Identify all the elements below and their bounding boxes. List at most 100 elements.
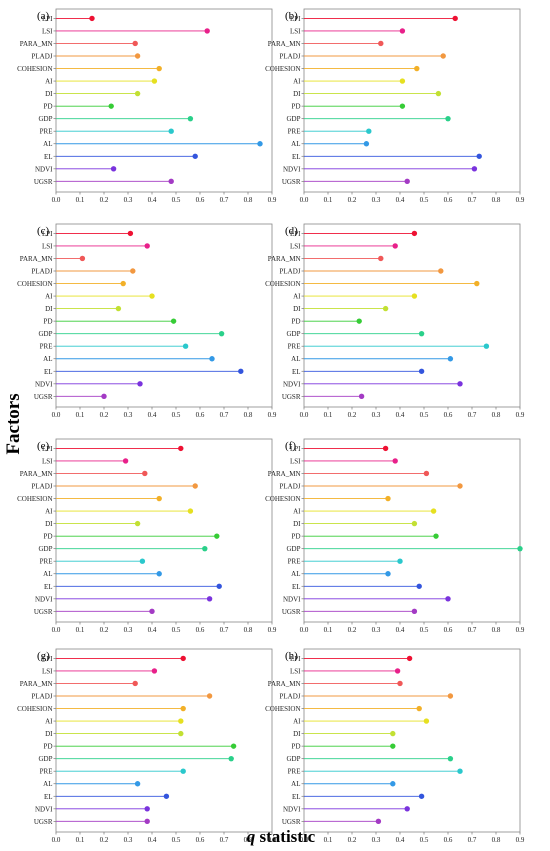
category-label: PARA_MN [20, 470, 53, 478]
x-tick-label: 0.5 [420, 836, 429, 844]
point-ai [187, 508, 194, 514]
point-lpi [180, 655, 186, 662]
plot-frame [303, 438, 521, 623]
x-tick-label: 0.0 [52, 836, 61, 844]
category-label: NDVI [283, 595, 301, 603]
category-label: DI [293, 90, 301, 98]
x-tick-label: 0.4 [148, 196, 157, 204]
category-label: AI [45, 78, 53, 86]
point-gdp [202, 545, 208, 552]
x-tick-label: 0.0 [52, 626, 61, 634]
category-label: GDP [38, 755, 52, 763]
point-al [209, 356, 215, 362]
point-lpi [178, 445, 184, 452]
point-pre [168, 128, 174, 134]
x-tick-label: 0.6 [444, 196, 453, 204]
plot-frame [55, 438, 273, 623]
category-label: AL [43, 780, 52, 788]
plot-frame [55, 648, 273, 833]
point-pre [366, 128, 372, 134]
point-cohesion [474, 280, 480, 287]
category-label: AL [291, 355, 300, 363]
point-ndvi [110, 166, 117, 172]
point-pd [356, 318, 362, 324]
x-tick-label: 0.5 [420, 411, 429, 419]
point-para_mn [397, 680, 403, 687]
x-tick-label: 0.4 [148, 836, 157, 844]
point-ai [423, 718, 430, 724]
x-tick-label: 0.9 [268, 411, 277, 419]
point-para_mn [142, 470, 148, 477]
category-label: DI [45, 730, 53, 738]
category-label: PD [44, 743, 53, 751]
x-tick-label: 0.9 [268, 196, 277, 204]
category-label: LPI [290, 655, 301, 663]
category-label: PLADJ [31, 53, 52, 61]
point-ai [178, 718, 184, 724]
x-tick-label: 0.4 [148, 411, 157, 419]
x-tick-label: 0.8 [492, 411, 501, 419]
panel-label: (c) [37, 225, 50, 237]
point-lpi [406, 655, 413, 662]
x-tick-label: 0.0 [52, 411, 61, 419]
x-tick-label: 0.3 [124, 411, 133, 419]
category-label: COHESION [265, 280, 300, 288]
category-label: PARA_MN [268, 40, 301, 48]
category-label: COHESION [17, 280, 52, 288]
x-tick-label: 0.2 [348, 411, 357, 419]
x-tick-label: 0.7 [468, 836, 477, 844]
point-ugsr [168, 178, 174, 185]
point-ugsr [101, 393, 107, 400]
category-label: PRE [40, 768, 53, 776]
category-label: LSI [290, 667, 301, 675]
category-label: LSI [290, 242, 301, 250]
category-label: PLADJ [279, 53, 300, 61]
category-label: PRE [40, 128, 53, 136]
x-tick-label: 0.9 [516, 626, 525, 634]
point-cohesion [156, 495, 162, 502]
category-label: EL [292, 793, 301, 801]
x-tick-label: 0.2 [100, 411, 109, 419]
point-di [411, 520, 418, 527]
category-label: EL [292, 153, 301, 161]
category-label: UGSR [282, 608, 301, 616]
panel-a: (a) 0.0 0.1 0.2 0.3 0.4 0.5 0.6 0.7 0.8 0.9 LPI LSI P… [17, 8, 277, 204]
category-label: LSI [290, 27, 301, 35]
category-label: PLADJ [279, 268, 300, 276]
point-ai [151, 78, 158, 84]
category-label: DI [293, 730, 301, 738]
x-tick-label: 0.8 [492, 836, 501, 844]
category-label: AI [293, 718, 301, 726]
category-label: PLADJ [31, 483, 52, 491]
point-ugsr [404, 178, 410, 185]
category-label: PD [292, 318, 301, 326]
plot-frame [303, 648, 521, 833]
point-para_mn [378, 255, 384, 262]
x-tick-label: 0.7 [220, 411, 229, 419]
panel-label: (f) [285, 440, 296, 452]
category-label: PRE [40, 558, 53, 566]
point-ai [430, 508, 437, 514]
point-pladj [457, 483, 463, 489]
point-cohesion [416, 705, 422, 712]
point-lpi [452, 15, 458, 22]
x-tick-label: 0.6 [444, 626, 453, 634]
category-label: GDP [38, 545, 52, 553]
x-tick-label: 0.9 [516, 836, 525, 844]
x-tick-label: 0.1 [324, 626, 333, 634]
category-label: PLADJ [31, 268, 52, 276]
x-tick-label: 0.2 [100, 196, 109, 204]
panel-label: (g) [37, 650, 50, 662]
point-gdp [218, 330, 225, 337]
x-tick-label: 0.0 [300, 626, 309, 634]
category-label: GDP [286, 115, 300, 123]
x-tick-label: 0.3 [124, 196, 133, 204]
point-ai [411, 293, 418, 299]
category-label: GDP [286, 755, 300, 763]
point-lsi [204, 28, 210, 34]
category-label: UGSR [34, 818, 53, 826]
category-label: UGSR [282, 178, 301, 186]
category-label: LPI [42, 15, 53, 23]
category-label: PD [44, 318, 53, 326]
